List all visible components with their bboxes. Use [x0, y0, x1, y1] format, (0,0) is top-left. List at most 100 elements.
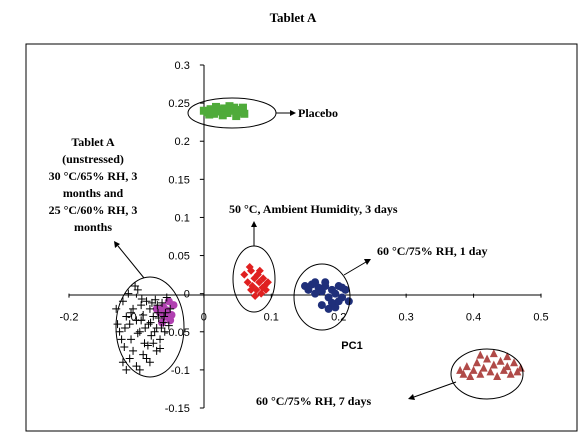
data-point-plus	[158, 298, 167, 307]
data-point-circle	[324, 304, 333, 313]
y-tick-labels: 0.30.250.20.150.10.050-0.05-0.1-0.15	[165, 60, 204, 415]
data-point-triangle	[496, 356, 505, 365]
tabletA-cluster-ellipse	[115, 276, 185, 378]
data-point-triangle	[493, 371, 502, 380]
data-point-triangle	[510, 358, 519, 367]
data-point-triangle	[476, 350, 485, 359]
data-point-triangle	[486, 367, 495, 376]
data-point-circle	[167, 311, 176, 320]
data-point-triangle	[489, 349, 498, 358]
data-point-plus	[122, 365, 131, 374]
data-point-plus	[141, 323, 150, 332]
data-point-plus	[145, 304, 154, 313]
plot-frame	[25, 43, 578, 432]
data-point-triangle	[456, 365, 465, 374]
data-point-plus	[147, 331, 156, 340]
data-point-square	[220, 104, 229, 113]
data-point-plus	[113, 320, 122, 329]
data-point-diamond	[252, 285, 261, 294]
data-point-diamond	[255, 266, 264, 275]
data-point-diamond	[263, 278, 272, 287]
data-point-plus	[142, 297, 151, 306]
y-tick-label: 0.15	[168, 174, 189, 186]
data-points	[112, 102, 525, 380]
data-point-plus	[131, 282, 140, 291]
data-point-triangle	[472, 358, 481, 367]
data-point-diamond	[247, 285, 256, 294]
data-point-circle	[321, 278, 330, 287]
data-point-plus	[164, 321, 173, 330]
data-point-diamond	[240, 270, 249, 279]
sixty-7day-cluster-ellipse	[450, 348, 524, 400]
y-tick-label: 0	[184, 289, 190, 301]
data-point-circle	[311, 289, 320, 298]
data-point-plus	[160, 312, 169, 321]
tabletA-label: Tablet A (unstressed) 30 °C/65% RH, 3 mo…	[49, 135, 138, 234]
data-point-square	[225, 102, 234, 111]
data-point-plus	[129, 346, 138, 355]
data-point-plus	[137, 295, 146, 304]
data-point-plus	[117, 335, 126, 344]
data-point-plus	[135, 327, 144, 336]
data-point-plus	[124, 289, 133, 298]
data-point-plus	[137, 316, 146, 325]
data-point-plus	[129, 304, 138, 313]
data-point-circle	[169, 301, 178, 310]
data-point-square	[240, 109, 249, 118]
data-point-plus	[160, 327, 169, 336]
y-tick-label: 0.25	[168, 98, 189, 110]
data-point-plus	[135, 365, 144, 374]
tabletA-label-line: months and	[63, 186, 124, 200]
sixty-7day-arrow	[408, 381, 457, 400]
data-point-triangle	[483, 354, 492, 363]
data-point-plus	[139, 350, 148, 359]
y-tick-label: -0.1	[171, 365, 190, 377]
data-point-plus	[120, 343, 129, 352]
x-tick-label: 0.1	[264, 312, 279, 324]
y-tick-label: 0.1	[175, 212, 190, 224]
sixty-1day-arrow	[343, 259, 371, 276]
x-tick-label: 0.3	[398, 312, 413, 324]
data-point-plus	[156, 344, 165, 353]
data-point-plus	[125, 320, 134, 329]
data-point-diamond	[259, 274, 268, 283]
data-point-triangle	[479, 363, 488, 372]
sixty-1day-label: 60 °C/75% RH, 1 day	[377, 244, 487, 258]
data-point-plus	[146, 318, 155, 327]
data-point-plus	[127, 308, 136, 317]
y-tick-label: 0.3	[175, 60, 190, 72]
y-tick-label: 0.2	[175, 136, 190, 148]
x-tick-label: 0.5	[533, 312, 548, 324]
data-point-plus	[143, 341, 152, 350]
data-point-diamond	[243, 278, 252, 287]
data-point-plus	[150, 327, 159, 336]
data-point-plus	[162, 293, 171, 302]
y-tick-label: 0.05	[168, 251, 189, 263]
data-point-triangle	[466, 371, 475, 380]
fifty-arrow	[251, 221, 257, 246]
data-point-triangle	[506, 369, 515, 378]
data-point-diamond	[245, 262, 254, 271]
tabletA-label-line: (unstressed)	[62, 152, 124, 166]
data-point-plus	[144, 320, 153, 329]
data-point-triangle	[503, 352, 512, 361]
tabletA-arrow	[114, 241, 145, 279]
y-tick-label: -0.15	[165, 403, 190, 415]
fifty-label: 50 °C, Ambient Humidity, 3 days	[229, 202, 398, 216]
data-point-circle	[327, 298, 336, 307]
data-point-plus	[159, 318, 168, 327]
data-point-diamond	[251, 291, 260, 300]
data-point-triangle	[462, 362, 471, 371]
data-point-plus	[147, 298, 156, 307]
x-tick-label: 0	[201, 312, 207, 324]
data-point-plus	[166, 304, 175, 313]
data-point-square	[207, 107, 216, 116]
data-point-plus	[154, 308, 163, 317]
data-point-circle	[331, 289, 340, 298]
data-point-plus	[145, 358, 154, 367]
tabletA-label-line: months	[74, 220, 112, 234]
data-point-triangle	[503, 362, 512, 371]
data-point-circle	[338, 283, 347, 292]
x-tick-label: -0.2	[60, 312, 79, 324]
